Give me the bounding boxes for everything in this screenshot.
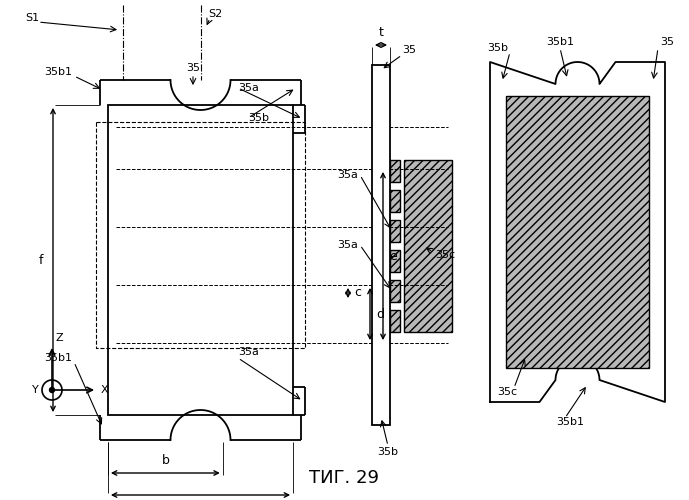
Bar	[404, 160, 452, 332]
Text: d: d	[376, 308, 384, 320]
Text: 35b1: 35b1	[556, 417, 584, 427]
Text: 35a: 35a	[337, 240, 358, 250]
Bar	[116, 185, 285, 227]
Text: 35b: 35b	[487, 43, 508, 53]
Text: e: e	[389, 250, 397, 262]
Bar	[116, 127, 285, 169]
Text: Z: Z	[55, 333, 63, 343]
Bar	[390, 160, 400, 182]
Bar	[116, 301, 285, 343]
Bar	[116, 243, 285, 285]
Text: Y: Y	[32, 385, 39, 395]
Text: 35: 35	[660, 37, 674, 47]
Text: f: f	[39, 254, 43, 266]
Text: 35: 35	[186, 63, 200, 73]
Bar	[108, 105, 293, 415]
Bar	[390, 280, 400, 302]
Text: t: t	[378, 26, 384, 40]
Text: c: c	[355, 286, 362, 300]
Bar	[390, 250, 400, 272]
Bar	[390, 310, 400, 332]
Text: 35c: 35c	[435, 250, 455, 260]
Text: S1: S1	[25, 13, 39, 23]
Text: 35b1: 35b1	[546, 37, 574, 47]
Text: 35b1: 35b1	[44, 67, 72, 77]
Bar	[96, 122, 305, 348]
Bar	[390, 190, 400, 212]
Text: 35a: 35a	[238, 83, 259, 93]
Text: 35c: 35c	[497, 387, 517, 397]
Polygon shape	[490, 62, 665, 402]
Bar	[390, 220, 400, 242]
Circle shape	[50, 388, 54, 392]
Text: X: X	[100, 385, 107, 395]
Bar	[506, 96, 649, 368]
Text: 35b1: 35b1	[44, 353, 72, 363]
Text: ΤИГ. 29: ΤИГ. 29	[309, 469, 379, 487]
Text: 35a: 35a	[337, 170, 358, 180]
Bar	[372, 65, 390, 425]
Text: S2: S2	[208, 9, 222, 19]
Text: 35b: 35b	[378, 447, 398, 457]
Text: b: b	[161, 454, 169, 468]
Text: 35a: 35a	[238, 347, 259, 357]
Text: 35: 35	[402, 45, 416, 55]
Text: 35b: 35b	[248, 113, 269, 123]
